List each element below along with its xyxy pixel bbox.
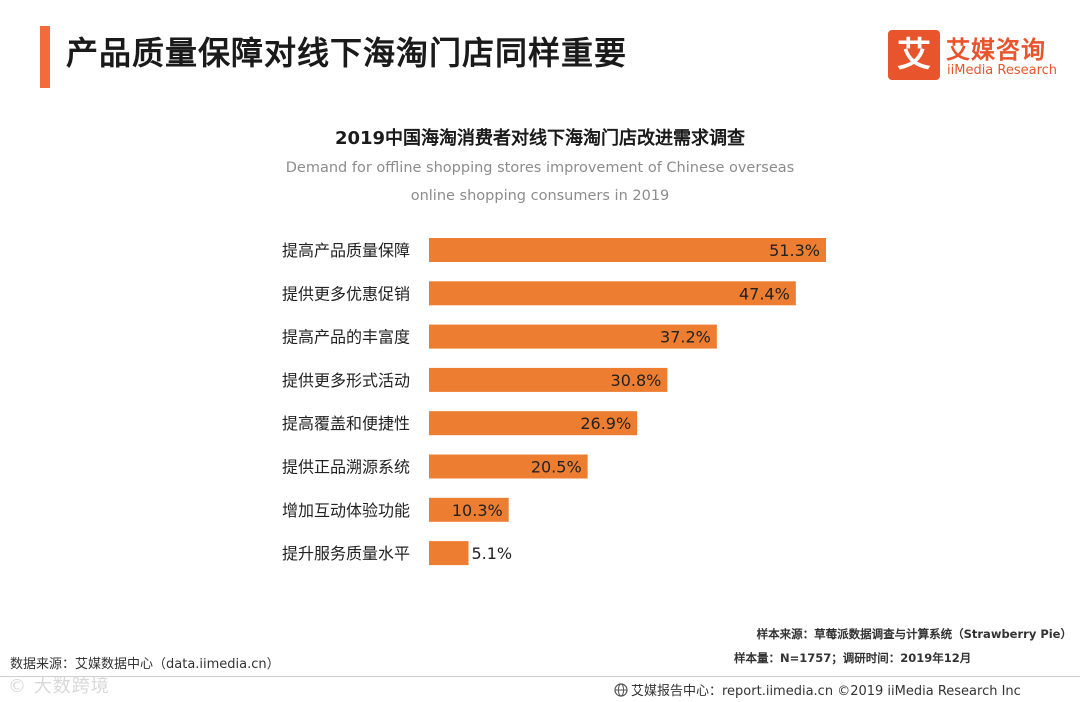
- sample-size: 样本量：N=1757；调研时间：2019年12月: [734, 651, 972, 665]
- bar-0: [429, 238, 826, 262]
- globe-icon: [614, 683, 628, 697]
- bar-5: [429, 454, 588, 479]
- bar-1: [429, 281, 796, 306]
- logo-name-en: iiMedia Research: [947, 63, 1058, 78]
- category-label-0: 提高产品质量保障: [282, 241, 410, 260]
- report-center: 艾媒报告中心：report.iimedia.cn ©2019 iiMedia R…: [614, 680, 1021, 699]
- value-label-5: 20.5%: [531, 458, 582, 477]
- bar-3: [429, 367, 668, 392]
- bar-4: [429, 411, 638, 436]
- category-label-5: 提供正品溯源系统: [282, 458, 410, 477]
- category-label-6: 增加互动体验功能: [282, 501, 410, 520]
- footer-divider: [0, 676, 1080, 677]
- sample-source: 样本来源：草莓派数据调查与计算系统（Strawberry Pie）: [756, 627, 1072, 641]
- value-label-0: 51.3%: [769, 241, 820, 260]
- category-label-1: 提供更多优惠促销: [282, 284, 410, 303]
- bar-7: [429, 541, 469, 566]
- category-label-7: 提升服务质量水平: [282, 544, 410, 563]
- logo-glyph: 艾: [897, 35, 931, 75]
- value-label-1: 47.4%: [739, 284, 790, 303]
- category-label-4: 提高覆盖和便捷性: [282, 414, 410, 433]
- data-source: 数据来源：艾媒数据中心（data.iimedia.cn）: [10, 657, 280, 672]
- value-label-7: 5.1%: [471, 544, 512, 563]
- title-accent-bar: [40, 26, 50, 88]
- value-label-6: 10.3%: [452, 501, 503, 520]
- chart-title: 2019中国海淘消费者对线下海淘门店改进需求调查: [334, 128, 746, 149]
- category-label-2: 提高产品的丰富度: [282, 328, 410, 347]
- value-label-2: 37.2%: [660, 328, 711, 347]
- category-label-3: 提供更多形式活动: [282, 371, 410, 390]
- iimedia-logo: 艾 艾媒咨询 iiMedia Research: [888, 30, 1058, 80]
- logo-icon: 艾: [888, 30, 940, 80]
- report-center-text: 艾媒报告中心：report.iimedia.cn ©2019 iiMedia R…: [631, 684, 1021, 699]
- chart-subtitle: Demand for offline shopping stores impro…: [285, 160, 795, 204]
- value-label-3: 30.8%: [611, 371, 662, 390]
- bar-6: [429, 497, 509, 522]
- watermark: © 大数跨境: [8, 676, 110, 697]
- page-title: 产品质量保障对线下海淘门店同样重要: [66, 34, 628, 72]
- logo-name-cn: 艾媒咨询: [946, 36, 1046, 64]
- value-label-4: 26.9%: [580, 414, 631, 433]
- bar-2: [429, 324, 717, 349]
